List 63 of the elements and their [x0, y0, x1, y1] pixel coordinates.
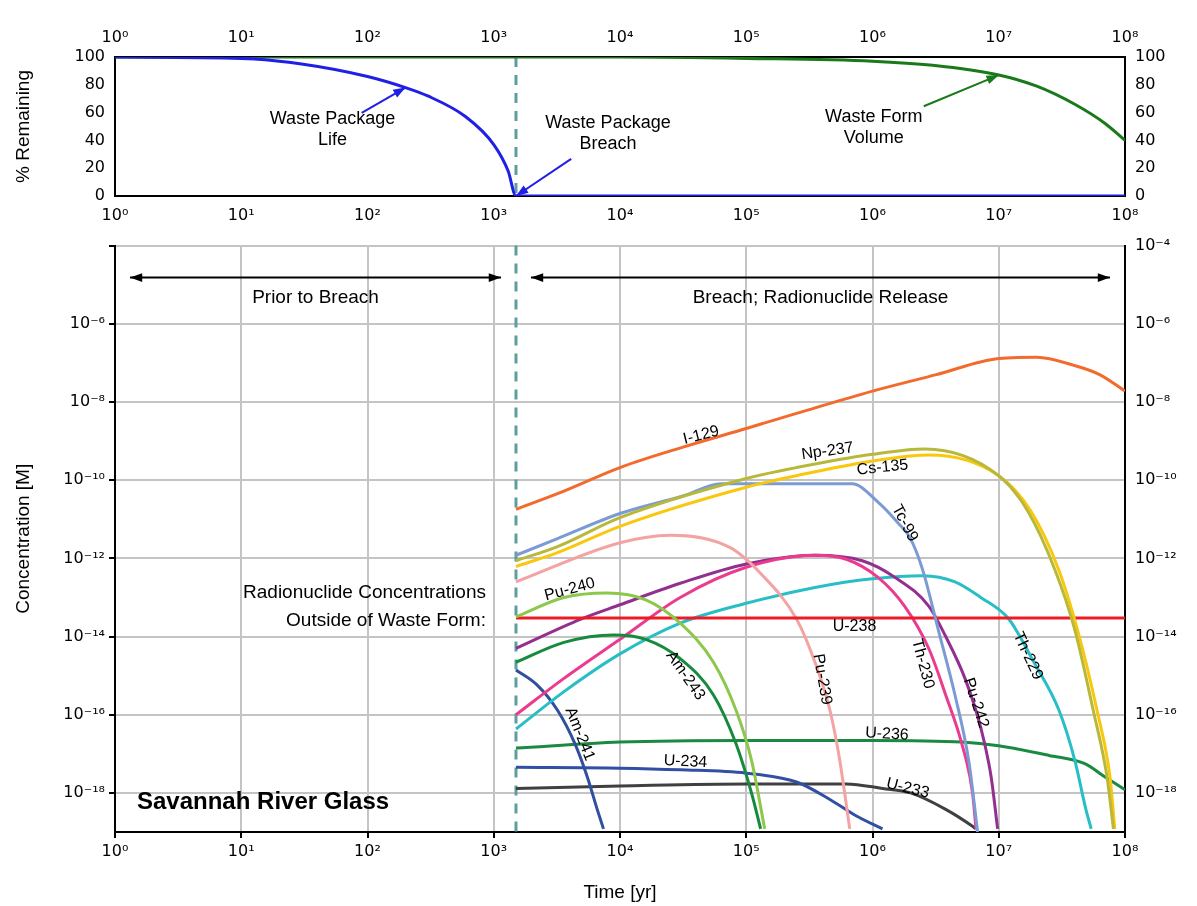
text: Pu-239 — [810, 652, 837, 707]
y-tick-label: 10⁻¹⁶ — [1135, 703, 1177, 723]
y-tick-label: 0 — [94, 185, 105, 205]
x-tick-label: 10³ — [480, 840, 508, 860]
x-tick-label: 10² — [354, 840, 381, 860]
x-tick-label: 10⁰ — [101, 26, 129, 46]
annotation: Waste Form Volume — [825, 105, 923, 147]
text: Pu-242 — [960, 675, 994, 730]
text: Cs-135 — [855, 455, 910, 478]
text: 10⁴ — [606, 204, 634, 224]
x-axis-title: Time [yr] — [583, 880, 657, 902]
x-tick-label: 10⁸ — [1111, 26, 1139, 46]
y-tick-label: 100 — [74, 46, 105, 66]
text: 10⁷ — [985, 204, 1013, 224]
y-tick-label: 10⁻¹² — [1135, 547, 1177, 567]
text: 10² — [354, 204, 381, 224]
text: Th-230 — [909, 636, 939, 691]
x-tick-label: 10⁵ — [732, 840, 760, 860]
x-tick-label: 10⁴ — [606, 26, 634, 46]
x-tick-label: 10⁷ — [985, 26, 1013, 46]
y-tick-label: 10⁻⁶ — [1135, 312, 1171, 332]
series-label: U-236 — [864, 723, 910, 743]
annotation: Prior to Breach — [252, 285, 379, 307]
series-label: U-234 — [663, 750, 708, 771]
x-tick-label: 10³ — [480, 26, 508, 46]
y-tick-label: 10⁻⁸ — [1135, 391, 1171, 411]
annotation: Waste Package Breach — [545, 112, 671, 154]
annotation: Savannah River Glass — [137, 786, 390, 814]
x-tick-label: 10⁷ — [985, 840, 1013, 860]
text: U-233 — [884, 773, 932, 801]
text: Pu-240 — [542, 573, 597, 604]
y-tick-label: 60 — [84, 101, 105, 121]
x-tick-label: 10⁵ — [732, 26, 760, 46]
y-tick-label: 40 — [84, 129, 105, 149]
y-tick-label: 20 — [84, 157, 105, 177]
x-tick-label: 10⁶ — [859, 26, 886, 46]
text: 10⁶ — [859, 204, 886, 224]
text: 10⁰ — [101, 204, 129, 224]
y-axis-title: % Remaining — [11, 70, 33, 183]
x-tick-label: 10⁴ — [606, 840, 634, 860]
annotation: Waste Package Life — [269, 108, 396, 150]
x-tick-label: 10⁸ — [1111, 840, 1139, 860]
x-tick-label: 10⁶ — [859, 840, 886, 860]
x-tick-label: 10² — [354, 26, 381, 46]
y-tick-label: 80 — [84, 73, 105, 93]
x-tick-label: 10¹ — [227, 26, 255, 46]
text: 10⁸ — [1111, 204, 1139, 224]
y-tick-label: 10⁻¹⁸ — [1135, 782, 1177, 802]
text: 10³ — [480, 204, 508, 224]
y-tick-label: 10⁻¹⁴ — [1135, 625, 1177, 645]
text: Np-237 — [800, 438, 855, 463]
annotation: Radionuclide Concentrations Outside of Waste Form: — [243, 580, 486, 630]
y-tick-label: 10⁻¹⁰ — [1135, 469, 1177, 489]
annotation: Breach; Radionuclide Release — [692, 285, 949, 307]
text: 10¹ — [227, 204, 255, 224]
y-tick-label: 10⁻⁴ — [1135, 234, 1171, 254]
text: Tc-99 — [889, 501, 923, 545]
series-label: U-238 — [832, 616, 877, 634]
x-tick-label: 10¹ — [227, 840, 255, 860]
y-axis-title: Concentration [M] — [11, 463, 33, 614]
x-tick-label: 10⁰ — [101, 840, 129, 860]
text: 10⁵ — [732, 204, 760, 224]
text: I-129 — [681, 421, 721, 447]
